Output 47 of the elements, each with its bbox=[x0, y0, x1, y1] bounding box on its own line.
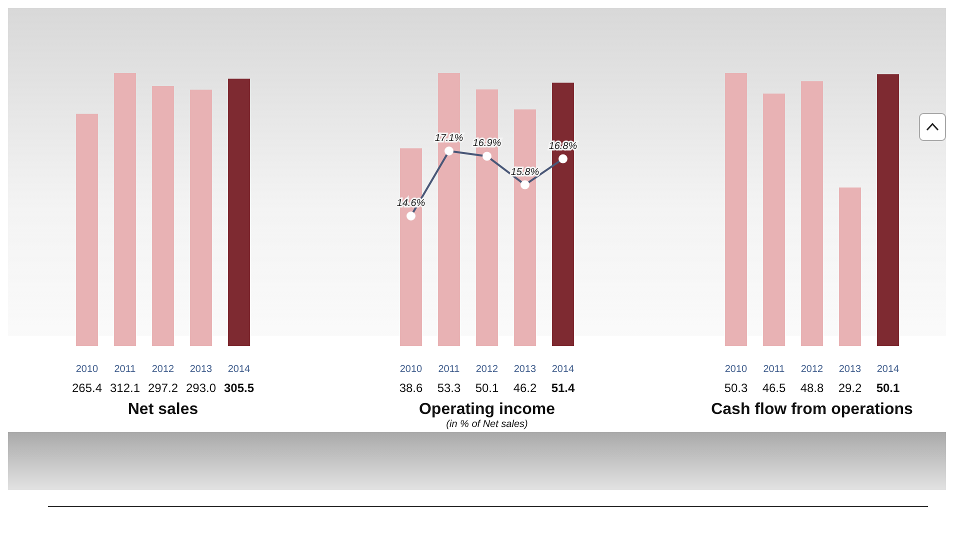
data-label: 51.4 bbox=[551, 381, 575, 395]
text: (in % of Net sales) bbox=[445, 419, 529, 430]
data-label: 29.2 bbox=[838, 381, 862, 395]
x-tick-label: 2010 bbox=[76, 364, 99, 375]
x-tick-label: 2012 bbox=[476, 364, 499, 375]
x-tick-label: 2014 bbox=[228, 364, 251, 375]
data-label: 15.8% bbox=[510, 166, 540, 178]
data-label: 46.5 bbox=[762, 381, 786, 395]
bar bbox=[152, 86, 174, 346]
text: Operating income bbox=[418, 401, 556, 419]
data-label: 305.5 bbox=[224, 381, 254, 395]
x-tick-label: 2011 bbox=[438, 364, 460, 375]
x-tick-label: 2014 bbox=[876, 364, 900, 375]
x-tick-label: 2013 bbox=[838, 364, 862, 375]
data-label: 48.8 bbox=[800, 381, 824, 395]
x-tick-label: 2010 bbox=[400, 364, 423, 375]
data-label: 38.6 bbox=[399, 381, 423, 395]
data-label: 297.2 bbox=[148, 381, 178, 395]
text: Cash flow from operations bbox=[710, 401, 914, 419]
bar bbox=[76, 114, 98, 346]
bar bbox=[839, 188, 861, 346]
data-label: 16.9% bbox=[472, 138, 502, 150]
data-label: 312.1 bbox=[110, 381, 140, 395]
data-label: 17.1% bbox=[434, 133, 464, 144]
data-label: 50.1 bbox=[876, 381, 900, 395]
data-label: 53.3 bbox=[437, 381, 461, 395]
data-label: 50.3 bbox=[724, 381, 748, 395]
x-tick-label: 2013 bbox=[190, 364, 213, 375]
x-tick-label: 2012 bbox=[800, 364, 824, 375]
bar bbox=[190, 90, 212, 346]
bar bbox=[763, 94, 785, 346]
bar bbox=[228, 78, 250, 346]
data-label: 293.0 bbox=[186, 381, 216, 395]
x-tick-label: 2011 bbox=[763, 364, 786, 375]
x-tick-label: 2014 bbox=[552, 364, 575, 375]
text: Net sales bbox=[126, 401, 200, 419]
bar bbox=[114, 73, 136, 346]
x-tick-label: 2011 bbox=[114, 364, 136, 375]
x-tick-label: 2013 bbox=[514, 364, 537, 375]
data-label: 46.2 bbox=[513, 381, 537, 395]
bar bbox=[877, 74, 899, 346]
bar bbox=[725, 73, 747, 346]
bar bbox=[801, 81, 823, 346]
x-tick-label: 2012 bbox=[152, 364, 175, 375]
data-label: 50.1 bbox=[475, 381, 499, 395]
x-tick-label: 2010 bbox=[724, 364, 748, 375]
data-label: 265.4 bbox=[72, 381, 102, 395]
